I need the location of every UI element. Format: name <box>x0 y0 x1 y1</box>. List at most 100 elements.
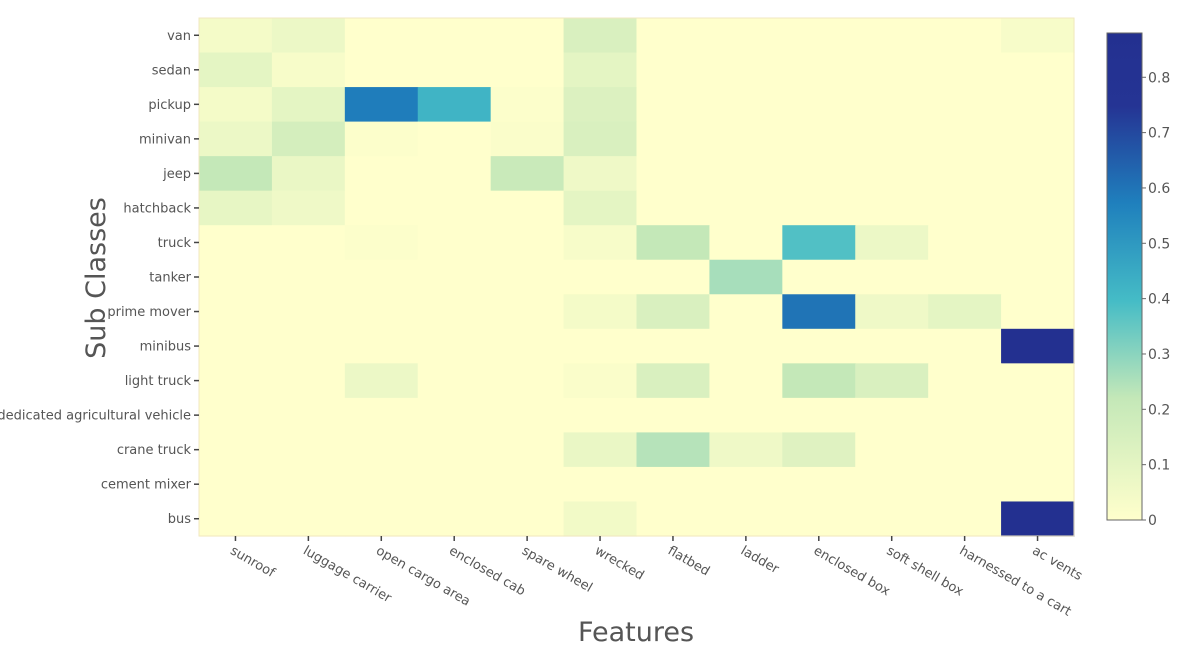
heatmap-cell <box>782 363 856 399</box>
heatmap-cell <box>417 432 492 468</box>
heatmap-cell <box>1001 294 1075 330</box>
heatmap-cell <box>271 466 346 503</box>
y-tick-label: sedan <box>152 63 191 78</box>
heatmap-cell <box>636 225 711 261</box>
heatmap-cell <box>417 294 492 330</box>
heatmap-cell <box>636 294 711 330</box>
heatmap-cell <box>709 397 783 433</box>
heatmap-cell <box>417 87 492 123</box>
heatmap-cell <box>271 328 346 364</box>
heatmap-cell <box>490 156 565 192</box>
heatmap-cell <box>782 259 856 295</box>
x-tick-label: soft shell box <box>884 543 966 599</box>
heatmap-cell <box>490 501 565 537</box>
colorbar: 0 0.1 0.2 0.3 0.4 0.5 0.6 0.7 0.8 <box>1106 32 1170 529</box>
y-tick-label: truck <box>158 236 192 251</box>
heatmap-cell <box>636 397 711 433</box>
heatmap-cell <box>782 294 856 330</box>
heatmap-cell <box>1001 52 1075 88</box>
heatmap-cell <box>782 190 856 226</box>
heatmap-cell <box>1001 363 1075 399</box>
heatmap-cell <box>344 52 419 88</box>
heatmap-cell <box>636 18 711 54</box>
heatmap-cell <box>1001 225 1075 261</box>
heatmap-cell <box>928 121 1002 157</box>
heatmap-cell <box>563 156 638 192</box>
heatmap-cell <box>928 501 1002 537</box>
heatmap-cell <box>709 466 783 503</box>
heatmap-cell <box>490 397 565 433</box>
heatmap-cell <box>782 87 856 123</box>
heatmap-cell <box>490 52 565 88</box>
y-tick-label: light truck <box>125 374 192 389</box>
heatmap-cell <box>855 363 929 399</box>
heatmap-cell <box>563 294 638 330</box>
heatmap-cell <box>855 397 929 433</box>
heatmap-cell <box>417 225 492 261</box>
colorbar-tick-label: 0.6 <box>1148 181 1170 197</box>
heatmap-cell <box>782 466 856 503</box>
x-tick-label: sunroof <box>227 543 277 581</box>
heatmap-cell <box>782 18 856 54</box>
heatmap-cell <box>490 328 565 364</box>
heatmap-cell <box>855 18 929 54</box>
heatmap-cell <box>636 363 711 399</box>
colorbar-tick-label: 0.5 <box>1148 236 1170 252</box>
heatmap-cell <box>855 432 929 468</box>
heatmap-cell <box>928 225 1002 261</box>
heatmap-cell <box>636 87 711 123</box>
heatmap-cell <box>928 18 1002 54</box>
heatmap-cell <box>271 294 346 330</box>
heatmap-cell <box>271 259 346 295</box>
y-tick-label: dedicated agricultural vehicle <box>0 409 191 424</box>
y-tick-label: minibus <box>140 340 192 355</box>
heatmap-cell <box>855 466 929 503</box>
heatmap-cell <box>855 501 929 537</box>
heatmap-cell <box>1001 259 1075 295</box>
heatmap-cell <box>855 190 929 226</box>
heatmap-cell <box>344 190 419 226</box>
heatmap-cell <box>782 432 856 468</box>
heatmap-cell <box>709 52 783 88</box>
heatmap-cell <box>199 121 273 157</box>
heatmap-cell <box>199 156 273 192</box>
x-tick-label: wrecked <box>592 543 646 583</box>
heatmap-cell <box>490 190 565 226</box>
heatmap-cell <box>928 52 1002 88</box>
heatmap-cell <box>344 87 419 123</box>
heatmap-cell <box>271 18 346 54</box>
colorbar-ticks: 0 0.1 0.2 0.3 0.4 0.5 0.6 0.7 0.8 <box>1142 70 1170 529</box>
heatmap-cell <box>490 294 565 330</box>
heatmap-cell <box>928 328 1002 364</box>
heatmap-cell <box>1001 18 1075 54</box>
y-axis-ticks: van sedan pickup minivan jeep hatchback truck t… <box>0 29 199 527</box>
y-tick-label: bus <box>168 512 191 527</box>
heatmap-cell <box>855 294 929 330</box>
heatmap-cell <box>782 225 856 261</box>
heatmap-cell <box>636 52 711 88</box>
heatmap-cell <box>344 18 419 54</box>
colorbar-tick-label: 0 <box>1148 513 1157 529</box>
heatmap-cell <box>490 466 565 503</box>
heatmap-cell <box>563 397 638 433</box>
heatmap-cell <box>855 225 929 261</box>
heatmap-cell <box>1001 501 1075 537</box>
heatmap-cell <box>417 121 492 157</box>
heatmap-cell <box>782 121 856 157</box>
heatmap-cell <box>928 87 1002 123</box>
y-tick-label: prime mover <box>107 305 191 320</box>
heatmap-cell <box>709 190 783 226</box>
heatmap-cell <box>1001 121 1075 157</box>
heatmap-cell <box>490 363 565 399</box>
y-tick-label: tanker <box>149 271 191 286</box>
heatmap-cell <box>709 87 783 123</box>
heatmap-cell <box>928 294 1002 330</box>
heatmap-cell <box>490 87 565 123</box>
heatmap-cell <box>344 363 419 399</box>
heatmap-cell <box>199 363 273 399</box>
heatmap-cell <box>709 501 783 537</box>
heatmap-cell <box>709 294 783 330</box>
heatmap-cell <box>563 501 638 537</box>
